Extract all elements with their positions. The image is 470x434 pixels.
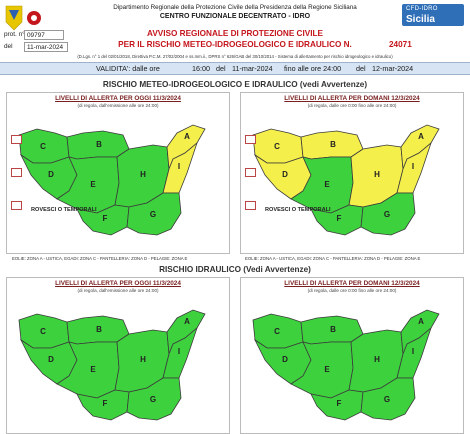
zone-label-e: E [324, 365, 330, 374]
cfd-idro-logo: CFD-IDRO Sicilia [402, 4, 464, 26]
zone-label-h: H [140, 170, 146, 179]
sicily-map-idraulico-domani: C D B E H A I F G [252, 309, 440, 421]
panel-sub: (di regola, dall'emissione alle ore 24:0… [77, 103, 159, 108]
zone-label-i: I [178, 347, 180, 356]
panel-head: LIVELLI DI ALLERTA PER OGGI 11/3/2024 [55, 95, 181, 102]
zone-label-d: D [282, 170, 288, 179]
zone-label-b: B [330, 325, 336, 334]
section-idraulico-title: RISCHIO IDRAULICO (Vedi Avvertenze) [159, 265, 311, 274]
zone-label-c: C [40, 327, 46, 336]
panel-idraulico-domani: LIVELLI DI ALLERTA PER DOMANI 12/3/2024 … [240, 277, 464, 434]
storm-icon [245, 201, 256, 210]
legal-reference: (D.Lgs. n° 1 del 02/01/2018, Direttiva P… [77, 54, 393, 59]
panel-sub: (di regola, dalle ore 0:00 fino alle ore… [307, 103, 397, 108]
department-name: Dipartimento Regionale della Protezione … [113, 4, 357, 11]
storm-icon [245, 135, 256, 144]
zone-label-c: C [40, 142, 46, 151]
cfd-logo-line1: CFD-IDRO [406, 6, 438, 12]
zone-label-c: C [274, 327, 280, 336]
validity-to-label: fino alle ore 24:00 [284, 64, 342, 73]
rovesci-note: ROVESCI O TEMPORALI [265, 207, 331, 213]
del-value: 11-mar-2024 [24, 42, 68, 52]
zone-label-b: B [96, 325, 102, 334]
eolie-note-left: EOLIE: ZONA A - USTICA, EGADI: ZONA C - … [12, 256, 188, 261]
panel-head: LIVELLI DI ALLERTA PER DOMANI 12/3/2024 [284, 280, 420, 287]
validity-from-del: del [216, 64, 226, 73]
zone-label-d: D [282, 355, 288, 364]
rovesci-note: ROVESCI O TEMPORALI [31, 207, 97, 213]
avviso-subtitle: PER IL RISCHIO METEO-IDROGEOLOGICO E IDR… [118, 40, 352, 49]
zone-label-h: H [140, 355, 146, 364]
zone-label-a: A [418, 317, 424, 326]
protezione-civile-logo [5, 5, 41, 31]
panel-meteo-oggi: LIVELLI DI ALLERTA PER OGGI 11/3/2024 (d… [6, 92, 230, 254]
panel-idraulico-oggi: LIVELLI DI ALLERTA PER OGGI 11/3/2024 (d… [6, 277, 230, 434]
zone-label-i: I [412, 347, 414, 356]
zone-label-e: E [324, 180, 330, 189]
zone-g [360, 377, 416, 421]
storm-icon [11, 168, 22, 177]
sicily-map-meteo-domani: C D B E H A I F G [252, 124, 440, 236]
storm-icon [11, 135, 22, 144]
avviso-number: 24071 [389, 40, 412, 49]
zone-label-f: F [337, 399, 342, 408]
zone-label-g: G [384, 395, 390, 404]
zone-label-b: B [96, 140, 102, 149]
zone-label-g: G [384, 210, 390, 219]
zone-label-g: G [150, 210, 156, 219]
centro-funzionale: CENTRO FUNZIONALE DECENTRATO - IDRO [159, 13, 311, 20]
zone-label-e: E [90, 180, 96, 189]
zone-label-a: A [418, 132, 424, 141]
zone-label-d: D [48, 170, 54, 179]
validity-to-date: 12-mar-2024 [372, 64, 414, 73]
storm-icon [11, 201, 22, 210]
cfd-logo-line2: Sicilia [406, 14, 435, 25]
zone-label-a: A [184, 317, 190, 326]
panel-sub: (di regola, dalle ore 0:00 fino alle ore… [307, 288, 397, 293]
sicily-map-idraulico-oggi: C D B E H A I F G [18, 309, 206, 421]
zone-label-c: C [274, 142, 280, 151]
zone-g [126, 377, 182, 421]
zone-label-i: I [178, 162, 180, 171]
del-label: del [4, 43, 13, 50]
zone-g [360, 192, 416, 236]
zone-g [126, 192, 182, 236]
zone-label-g: G [150, 395, 156, 404]
zone-label-f: F [337, 214, 342, 223]
panel-meteo-domani: LIVELLI DI ALLERTA PER DOMANI 12/3/2024 … [240, 92, 464, 254]
eolie-note-right: EOLIE: ZONA A - USTICA, EGADI: ZONA C - … [245, 256, 421, 261]
zone-label-i: I [412, 162, 414, 171]
zone-label-d: D [48, 355, 54, 364]
prot-value: 09797 [24, 30, 64, 40]
panel-head: LIVELLI DI ALLERTA PER DOMANI 12/3/2024 [284, 95, 420, 102]
storm-icon [245, 168, 256, 177]
validity-label: VALIDITA': dalle ore [96, 64, 160, 73]
validity-from-date: 11-mar-2024 [232, 64, 273, 73]
panel-head: LIVELLI DI ALLERTA PER OGGI 11/3/2024 [55, 280, 181, 287]
zone-label-a: A [184, 132, 190, 141]
zone-label-f: F [103, 399, 108, 408]
zone-label-h: H [374, 170, 380, 179]
zone-label-b: B [330, 140, 336, 149]
sicily-map-meteo-oggi: C D B E H A I F G [18, 124, 206, 236]
validity-band: VALIDITA': dalle ore 16:00 del 11-mar-20… [0, 62, 470, 75]
validity-to-del: del [356, 64, 366, 73]
zone-label-h: H [374, 355, 380, 364]
panel-sub: (di regola, dall'emissione alle ore 24:0… [77, 288, 159, 293]
prot-label: prot. n° [4, 31, 25, 38]
section-meteo-title: RISCHIO METEO-IDROGEOLOGICO E IDRAULICO … [102, 80, 368, 89]
avviso-title: AVVISO REGIONALE DI PROTEZIONE CIVILE [147, 29, 323, 38]
validity-from-time: 16:00 [192, 64, 210, 73]
zone-label-e: E [90, 365, 96, 374]
zone-label-f: F [103, 214, 108, 223]
